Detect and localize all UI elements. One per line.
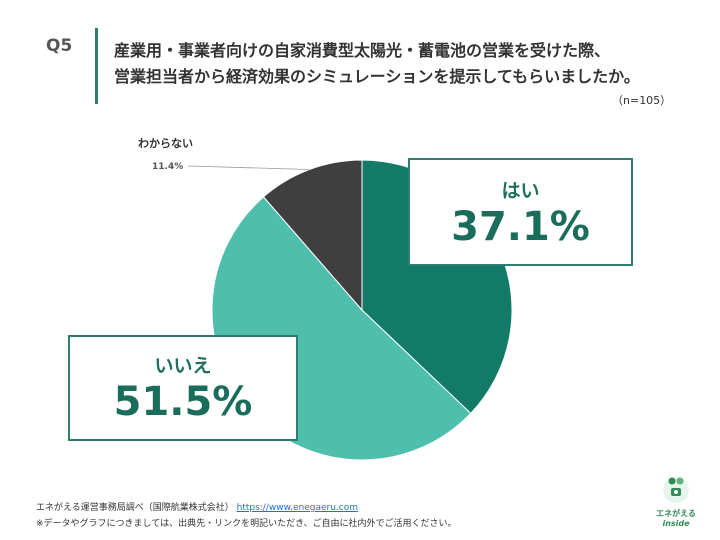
leader-line-unknown — [187, 165, 310, 170]
source-link[interactable]: https://www.enegaeru.com — [236, 503, 359, 513]
callout-no: いいえ 51.5% — [68, 335, 298, 441]
title-accent-bar — [95, 28, 98, 104]
callout-yes-label: はい — [501, 180, 540, 202]
title-line-2: 営業担当者から経済効果のシミュレーションを提示してもらいましたか。 — [114, 67, 640, 86]
logo-leaf-2 — [676, 477, 684, 485]
callout-no-label: いいえ — [154, 355, 212, 377]
logo-text-2: inside — [662, 519, 690, 528]
page-title: 産業用・事業者向けの自家消費型太陽光・蓄電池の営業を受けた際、 営業担当者から経… — [114, 38, 704, 90]
enegaeru-logo: エネがえる inside — [656, 477, 696, 528]
logo-text-1: エネがえる — [656, 508, 696, 518]
logo-leaf-1 — [668, 477, 676, 485]
sample-size: （n=105） — [612, 94, 672, 107]
pie-slice-unknown — [262, 159, 363, 312]
callout-yes: はい 37.1% — [408, 158, 633, 266]
callout-yes-value: 37.1% — [451, 204, 590, 250]
usage-note: ※データやグラフにつきましては、出典先・リンクを明記いただき、ご自由に社内外でご… — [36, 519, 457, 529]
callout-no-value: 51.5% — [113, 379, 253, 425]
title-line-1: 産業用・事業者向けの自家消費型太陽光・蓄電池の営業を受けた際、 — [114, 41, 611, 60]
source-text: エネがえる運営事務局調べ（国際航業株式会社） — [36, 503, 234, 513]
data-label-unknown-name: わからない — [138, 137, 193, 150]
source-line: エネがえる運営事務局調べ（国際航業株式会社） https://www.enega… — [36, 500, 358, 513]
logo-bulb-icon — [674, 490, 678, 494]
data-label-unknown-value: 11.4% — [152, 162, 183, 172]
question-label: Q5 — [46, 36, 73, 56]
